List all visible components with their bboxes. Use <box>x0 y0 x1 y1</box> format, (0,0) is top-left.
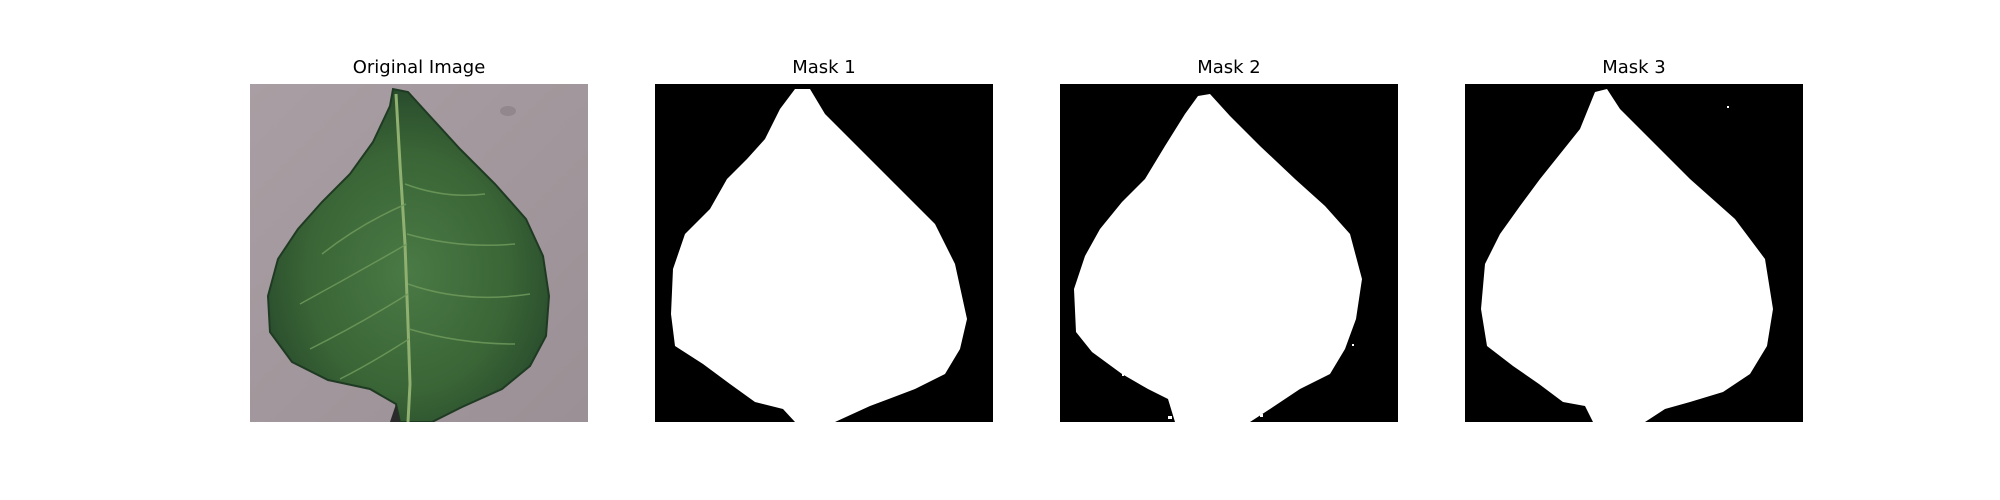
mask-image <box>655 84 993 422</box>
panel-mask-1: Mask 1 <box>655 56 993 426</box>
panel-mask-2: Mask 2 <box>1060 56 1398 426</box>
panel-title: Mask 1 <box>792 57 856 78</box>
panel-original-image: Original Image <box>250 56 588 426</box>
panel-mask-3: Mask 3 <box>1465 56 1803 426</box>
panel-title: Mask 3 <box>1602 57 1666 78</box>
panel-title: Original Image <box>352 57 486 78</box>
leaf-photo <box>250 84 588 422</box>
mask-image <box>1465 84 1803 422</box>
panel-title: Mask 2 <box>1197 57 1261 78</box>
mask-image <box>1060 84 1398 422</box>
